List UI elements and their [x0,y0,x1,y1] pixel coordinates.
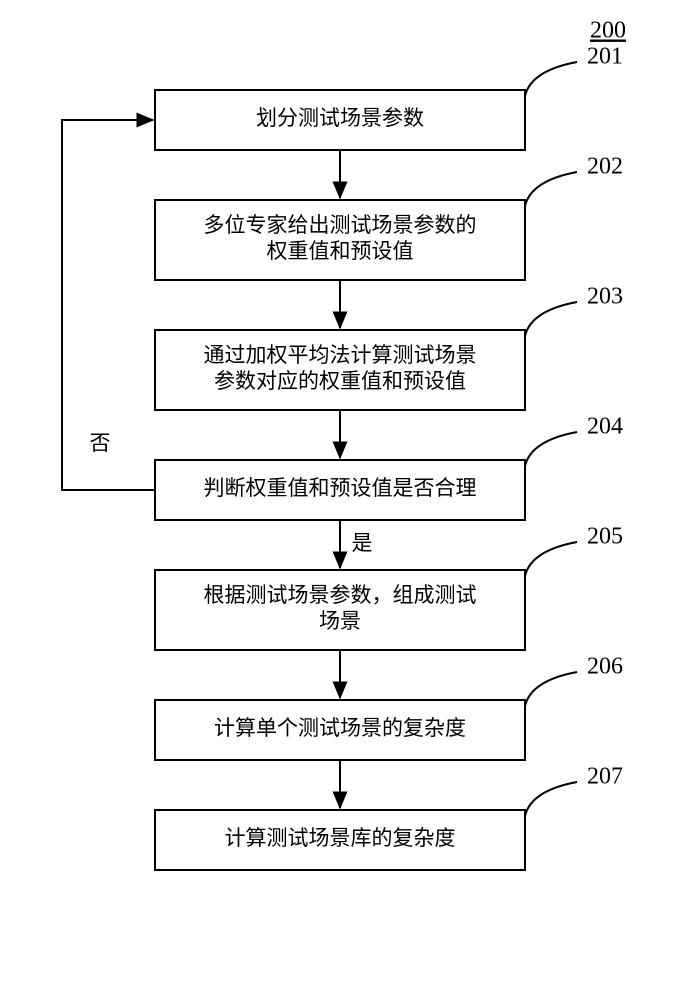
step-label: 204 [587,414,623,440]
flow-node-b206: 计算单个测试场景的复杂度 [155,700,525,760]
callout-line [525,782,577,816]
step-label: 206 [587,654,623,680]
flow-node-text: 计算单个测试场景的复杂度 [214,716,466,740]
callout-line [525,62,577,96]
flow-node-text: 多位专家给出测试场景参数的 [204,213,477,237]
flow-node-text: 参数对应的权重值和预设值 [214,369,466,393]
flowchart: 200划分测试场景参数多位专家给出测试场景参数的权重值和预设值通过加权平均法计算… [0,0,684,1000]
callout-line [525,672,577,706]
callout-line [525,302,577,336]
flow-node-text: 通过加权平均法计算测试场景 [204,343,477,367]
flow-node-text: 计算测试场景库的复杂度 [225,826,456,850]
flow-node-text: 判断权重值和预设值是否合理 [204,476,477,500]
flow-node-text: 权重值和预设值 [267,239,414,263]
flow-node-b204: 判断权重值和预设值是否合理 [155,460,525,520]
step-label: 207 [587,764,623,790]
flow-node-text: 根据测试场景参数，组成测试 [204,583,477,607]
flow-node-text: 场景 [319,609,361,633]
callout-line [525,432,577,466]
flow-node-b203: 通过加权平均法计算测试场景参数对应的权重值和预设值 [155,330,525,410]
edge-label-yes: 是 [352,531,373,555]
edge-label-no: 否 [90,431,111,455]
step-label: 203 [587,284,623,310]
flow-node-b202: 多位专家给出测试场景参数的权重值和预设值 [155,200,525,280]
flow-node-text: 划分测试场景参数 [256,106,424,130]
callout-line [525,542,577,576]
step-label: 201 [587,44,623,70]
callout-line [525,172,577,206]
step-label: 205 [587,524,623,550]
flow-node-b207: 计算测试场景库的复杂度 [155,810,525,870]
flow-node-b205: 根据测试场景参数，组成测试场景 [155,570,525,650]
step-label: 202 [587,154,623,180]
flow-node-b201: 划分测试场景参数 [155,90,525,150]
figure-number: 200 [590,18,626,44]
